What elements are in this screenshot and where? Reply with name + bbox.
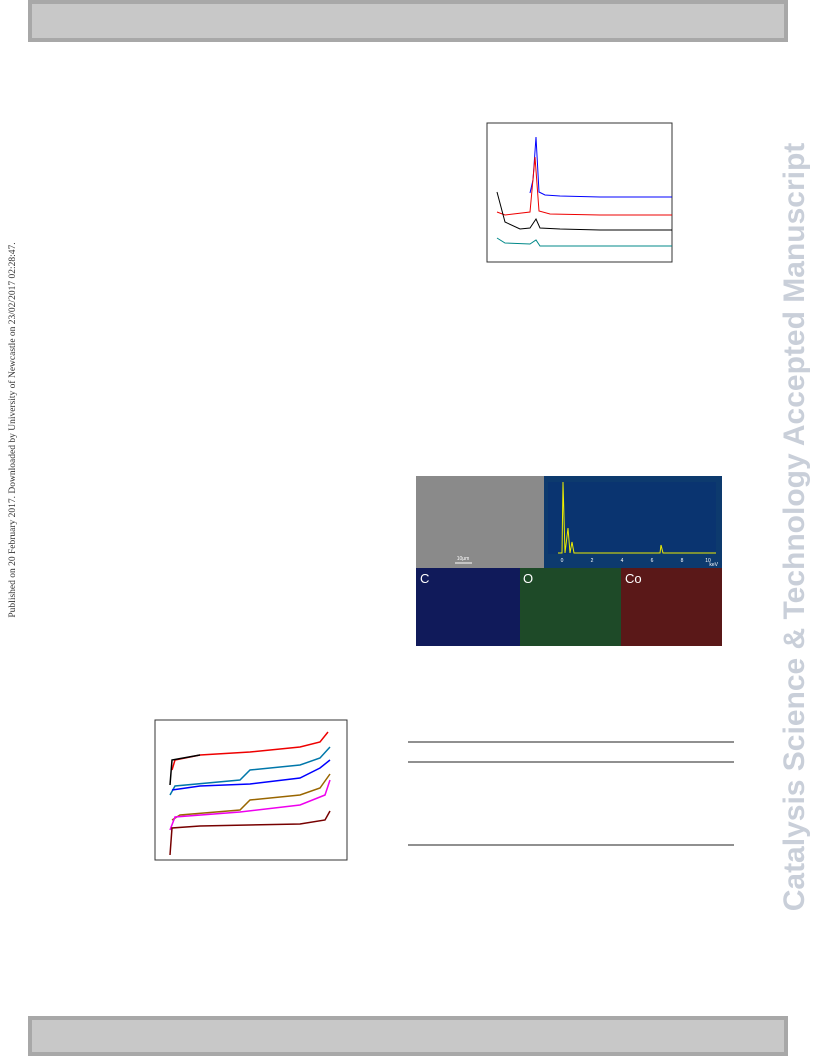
spectrum-tick: 8 (681, 558, 684, 564)
spectrum-tick: 2 (591, 558, 594, 564)
eds-labels: 10μm 0 2 4 6 8 10 keV C O Co (420, 556, 719, 586)
map-label: C (420, 571, 429, 586)
spectrum-unit: keV (709, 562, 718, 568)
spectrum-tick: 6 (651, 558, 654, 564)
map-label: Co (625, 571, 642, 586)
xrd-chart (486, 122, 673, 263)
header-bar (28, 0, 788, 42)
footer-bar (28, 1016, 788, 1056)
spectrum-tick: 0 (561, 558, 564, 564)
table-rules (408, 741, 734, 846)
spectrum-tick: 10 (705, 558, 711, 564)
scale-bar-label: 10μm (457, 556, 470, 562)
spectrum-tick: 4 (621, 558, 624, 564)
isotherm-chart (154, 719, 348, 861)
eds-figure (416, 476, 722, 646)
map-label: O (523, 571, 533, 586)
